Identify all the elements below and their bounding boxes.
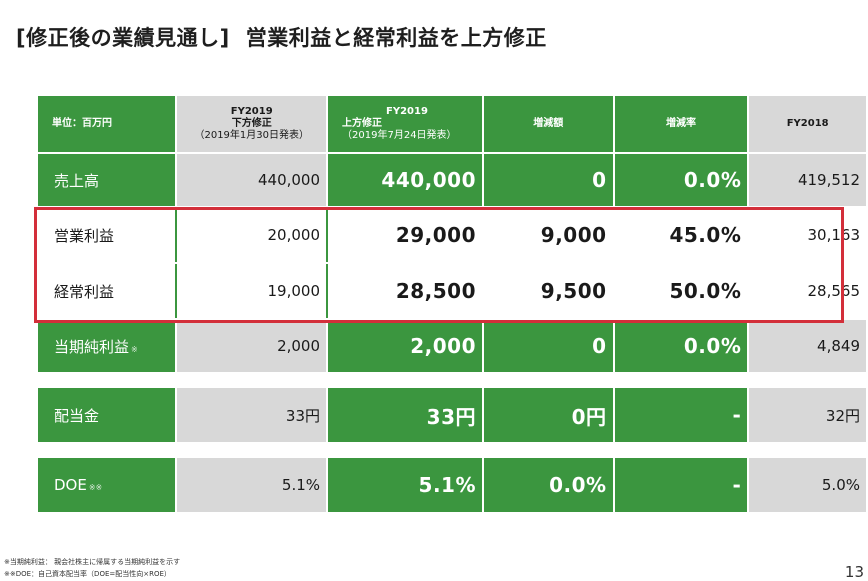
cell-inc: 0円	[483, 388, 615, 444]
cell-prev: 440,000	[176, 153, 329, 208]
row-label: 営業利益	[38, 207, 178, 264]
row-op: 営業利益 20,000 29,000 9,000 45.0% 30,163	[38, 207, 868, 264]
header-up: FY2019 上方修正 （2019年7月24日発表）	[327, 96, 484, 154]
row-label: 配当金	[38, 388, 178, 444]
row-sales: 売上高 440,000 440,000 0 0.0% 419,512	[38, 153, 868, 208]
cell-up: 2,000	[327, 319, 484, 374]
row-div: 配当金 33円 33円 0円 - 32円	[38, 388, 868, 444]
footnote-1: ※当期純利益： 親会社株主に帰属する当期純利益を示す	[4, 558, 181, 566]
cell-fy18: 419,512	[748, 153, 868, 208]
cell-inc: 0	[483, 319, 615, 374]
header-prev-line2: 下方修正	[231, 118, 272, 129]
cell-fy18: 4,849	[748, 319, 868, 374]
forecast-table: 単位：百万円 FY2019 下方修正 （2019年1月30日発表） FY2019…	[38, 96, 868, 514]
header-rate: 増減率	[613, 96, 750, 154]
page-title: [修正後の業績見通し] 営業利益と経常利益を上方修正	[16, 22, 547, 52]
spacer-row	[38, 373, 867, 388]
table-header-row: 単位：百万円 FY2019 下方修正 （2019年1月30日発表） FY2019…	[38, 96, 868, 154]
header-up-line3: （2019年7月24日発表）	[342, 130, 457, 141]
cell-rate: 0.0%	[613, 153, 750, 208]
cell-rate: 45.0%	[613, 207, 750, 264]
cell-rate: 0.0%	[613, 319, 750, 374]
footnote-mark: ※※	[88, 483, 103, 492]
cell-rate: -	[613, 388, 750, 444]
cell-inc: 9,500	[483, 263, 615, 320]
cell-rate: 50.0%	[613, 263, 750, 320]
cell-prev: 5.1%	[176, 458, 329, 514]
header-inc: 増減額	[483, 96, 615, 154]
row-label: 経常利益	[38, 263, 178, 320]
row-ord: 経常利益 19,000 28,500 9,500 50.0% 28,565	[38, 263, 868, 320]
footnotes: ※当期純利益： 親会社株主に帰属する当期純利益を示す ※※DOE：自己資本配当率…	[4, 556, 180, 580]
header-fy18: FY2018	[748, 96, 868, 154]
header-prev-line1: FY2019	[230, 106, 273, 117]
cell-fy18: 28,565	[748, 263, 868, 320]
cell-rate: -	[613, 458, 750, 514]
row-label: 売上高	[38, 153, 178, 208]
row-doe: DOE ※※ 5.1% 5.1% 0.0% - 5.0%	[38, 458, 868, 514]
cell-inc: 0.0%	[483, 458, 615, 514]
header-prev-line3: （2019年1月30日発表）	[194, 130, 310, 141]
cell-prev: 19,000	[176, 263, 329, 320]
header-up-line1: FY2019	[386, 106, 428, 117]
cell-up: 440,000	[327, 153, 484, 208]
cell-up: 5.1%	[327, 458, 484, 514]
cell-up: 33円	[327, 388, 484, 444]
cell-fy18: 30,163	[748, 207, 868, 264]
cell-fy18: 5.0%	[748, 458, 868, 514]
cell-prev: 33円	[176, 388, 329, 444]
cell-prev: 2,000	[176, 319, 329, 374]
cell-prev: 20,000	[176, 207, 329, 264]
footnote-mark: ※	[131, 344, 138, 354]
spacer-row	[38, 443, 867, 458]
footnote-2: ※※DOE：自己資本配当率（DOE=配当性向×ROE）	[4, 570, 171, 578]
title-bracket: [修正後の業績見通し]	[16, 26, 230, 50]
cell-up: 29,000	[327, 207, 484, 264]
cell-up: 28,500	[327, 263, 484, 320]
cell-inc: 0	[483, 153, 615, 208]
row-label: DOE ※※	[38, 458, 178, 514]
row-net: 当期純利益 ※ 2,000 2,000 0 0.0% 4,849	[38, 319, 868, 374]
row-label-text: DOE	[54, 476, 87, 494]
cell-inc: 9,000	[483, 207, 615, 264]
header-up-line2: 上方修正	[342, 118, 383, 129]
page-number: 13	[844, 563, 864, 581]
header-prev: FY2019 下方修正 （2019年1月30日発表）	[176, 96, 329, 154]
cell-fy18: 32円	[748, 388, 868, 444]
row-label: 当期純利益 ※	[38, 319, 178, 374]
title-main: 営業利益と経常利益を上方修正	[245, 26, 547, 50]
row-label-text: 当期純利益	[54, 337, 130, 356]
unit-label: 単位：百万円	[38, 96, 178, 154]
